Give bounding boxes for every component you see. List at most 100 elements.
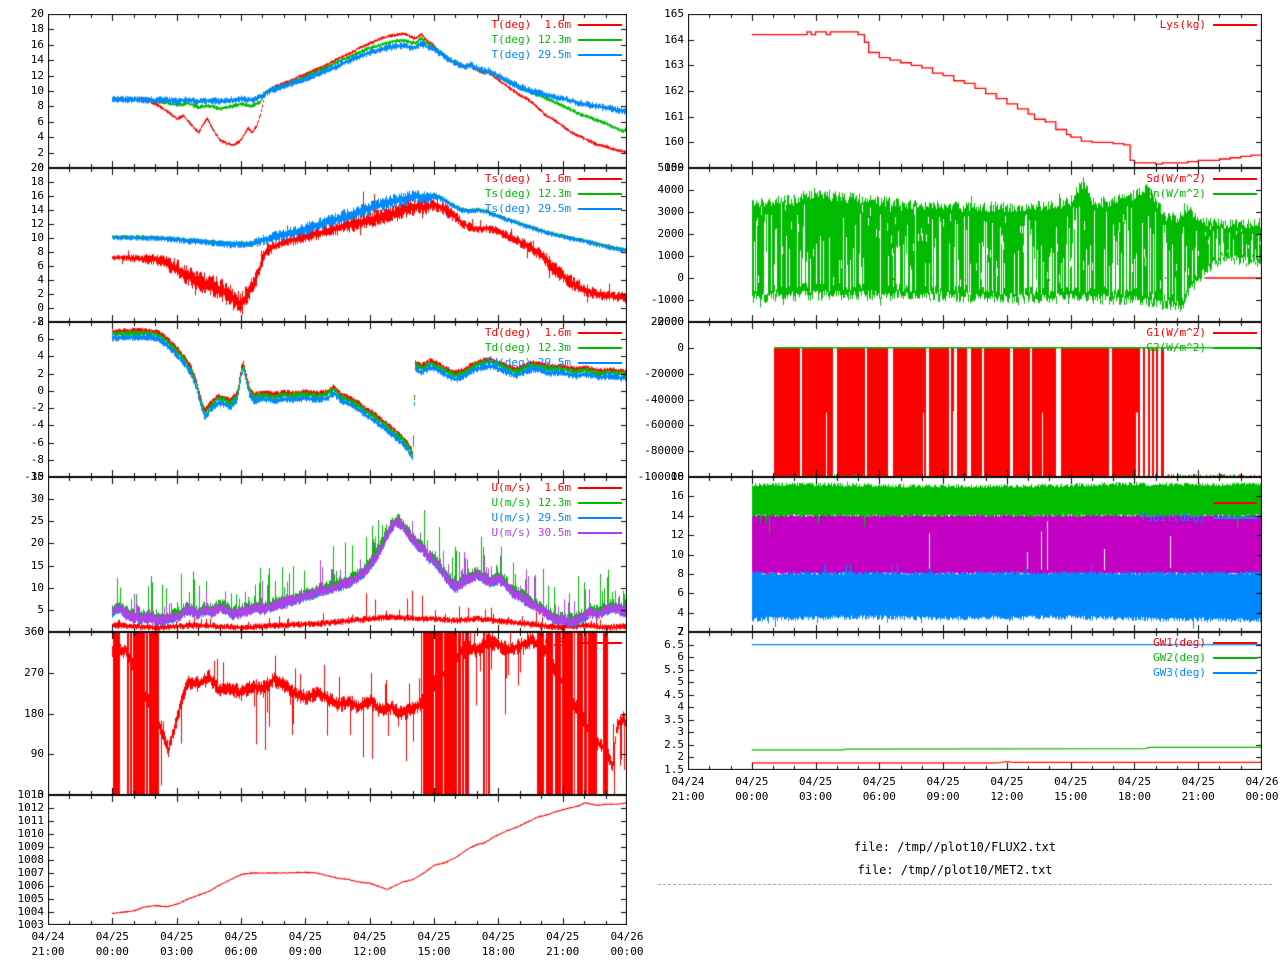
y-tick-label: 4 [677, 605, 684, 619]
legend-entry: U(m/s) 30.5m [492, 525, 622, 540]
legend-entry: G1(W/m^2) [1146, 325, 1257, 340]
y-tick-label: 4000 [657, 183, 685, 196]
legend-entry: U(m/s) 12.3m [492, 495, 622, 510]
dew-point-temperature-legend: Td(deg) 1.6m Td(deg) 12.3m Td(deg) 29.5m [485, 325, 622, 370]
legend-entry: Ts(deg) 29.5m [485, 201, 622, 216]
legend-line-sample [1213, 641, 1257, 644]
wind-speed-canvas [48, 477, 627, 632]
y-tick-label: 161 [664, 109, 684, 123]
y-tick-label: 0 [677, 340, 684, 354]
y-tick-label: 1012 [17, 801, 45, 814]
x-tick-label: 04/24 21:00 [31, 930, 65, 958]
y-tick-label: 0 [677, 271, 684, 284]
y-tick-label: 18 [670, 470, 684, 483]
soil-heat-flux-canvas [688, 322, 1262, 477]
legend-entry: Rn(W/m^2) [1146, 186, 1257, 201]
y-tick-label: 1.5 [664, 763, 684, 776]
x-tick-label: 04/24 21:00 [671, 775, 705, 803]
y-tick-label: 6 [677, 650, 684, 664]
legend-entry: Ts(deg) 1.6m [485, 171, 622, 186]
legend-label: Tsoil(deg) [1139, 511, 1206, 524]
x-tick-label: 04/25 09:00 [288, 930, 322, 958]
x-tick-label: 04/25 18:00 [481, 930, 515, 958]
y-tick-label: -8 [30, 452, 44, 466]
wind-speed-legend: U(m/s) 1.6m U(m/s) 12.3m U(m/s) 29.5m U(m/s… [492, 480, 622, 540]
legend-entry: U(m/s) 29.5m [492, 510, 622, 525]
y-tick-label: 2.5 [664, 737, 684, 751]
legend-line-sample [578, 177, 622, 180]
x-tick-label: 04/25 15:00 [417, 930, 451, 958]
y-tick-label: 5.5 [664, 662, 684, 676]
y-tick-label: 10 [30, 84, 44, 97]
y-tick-label: 90 [30, 747, 44, 761]
legend-label: G1(W/m^2) [1146, 326, 1206, 339]
y-tick-label: 2 [677, 625, 684, 638]
y-tick-label: 160 [664, 135, 684, 149]
y-tick-label: 6.5 [664, 637, 684, 651]
y-tick-label: -40000 [644, 392, 684, 406]
legend-label: T(deg) 1.6m [491, 18, 571, 31]
y-tick-label: 12 [30, 217, 44, 230]
x-axis-labels-right: 04/24 21:00 04/25 00:00 04/25 03:00 04/25 06:00… [671, 774, 1278, 808]
y-tick-label: 14 [30, 53, 44, 67]
y-tick-label: -1000 [650, 293, 684, 306]
legend-entry: Td(deg) 29.5m [485, 355, 622, 370]
y-tick-label: -10 [24, 470, 44, 483]
y-tick-label: 4 [37, 349, 44, 363]
legend-line-sample [1213, 656, 1257, 659]
legend-entry: T(deg) 12.3m [492, 32, 622, 47]
file-annotations: file: /tmp//plot10/FLUX2.txt file: /tmp/… [668, 836, 1242, 882]
legend-label: Sd(W/m^2) [1146, 172, 1206, 185]
y-tick-label: 5 [37, 602, 44, 616]
legend-line-sample [578, 346, 622, 349]
y-tick-label: -4 [30, 418, 44, 432]
legend-line-sample [578, 516, 622, 519]
dashed-separator [658, 884, 1272, 885]
y-tick-label: -2000 [650, 315, 684, 328]
x-tick-label: 04/25 12:00 [353, 930, 387, 958]
x-tick-label: 04/25 03:00 [798, 775, 833, 803]
x-tick-label: 04/26 00:00 [610, 930, 644, 958]
lysimeter-weight-canvas [688, 14, 1262, 168]
legend-label: T(deg) 12.3m [491, 33, 571, 46]
y-tick-label: 165 [664, 7, 684, 20]
legend-entry: GW2(deg) [1153, 650, 1257, 665]
y-tick-label: 16 [30, 37, 44, 51]
y-tick-label: 4 [37, 130, 44, 144]
y-tick-label: 4 [677, 700, 684, 714]
y-tick-label: 0 [37, 301, 44, 314]
legend-line-sample [1213, 331, 1257, 334]
legend-entry: 30.5m [538, 635, 622, 650]
legend-label: Ts(deg) 29.5m [484, 202, 571, 215]
x-tick-label: 04/25 21:00 [1181, 775, 1215, 803]
y-tick-label: 16 [30, 189, 44, 202]
legend-label: Ts(deg) 1.6m [484, 172, 571, 185]
x-tick-label: 04/25 15:00 [1054, 775, 1088, 803]
legend-label: 30.5m [537, 636, 571, 649]
y-tick-label: 0 [37, 383, 44, 397]
legend-label: Ts(deg) 12.3m [484, 187, 571, 200]
y-tick-label: 3.5 [664, 712, 684, 726]
y-tick-label: 1009 [17, 840, 45, 853]
y-tick-label: 0 [37, 161, 44, 174]
y-tick-label: 163 [664, 58, 684, 72]
x-axis-labels-left: 04/24 21:00 04/25 00:00 04/25 03:00 04/25 06:00… [31, 929, 643, 960]
soil-temperature-bands-legend: Tsoil(deg) [1140, 480, 1257, 525]
y-tick-label: 12 [30, 68, 44, 82]
y-tick-label: 4.5 [664, 687, 684, 701]
y-tick-label: 20000 [650, 315, 684, 328]
y-tick-label: -20000 [644, 366, 684, 380]
y-tick-label: 10 [30, 231, 44, 244]
legend-label: G2(W/m^2) [1146, 341, 1206, 354]
legend-line-sample [1213, 671, 1257, 674]
y-tick-label: 7 [677, 625, 684, 638]
legend-entry: GW1(deg) [1153, 635, 1257, 650]
x-tick-label: 04/25 21:00 [546, 930, 580, 958]
plot-wind-speed: 0 5 10 15 20 25 30 35 U(m/s) 1.6m U(m/s) 12.3m U(m… [31, 471, 627, 638]
y-tick-label: 3 [677, 725, 684, 739]
legend-entry: Td(deg) 1.6m [485, 325, 622, 340]
lysimeter-weight-legend: Lys(kg) [1160, 17, 1257, 32]
x-tick-label: 04/25 06:00 [224, 930, 258, 958]
y-tick-label: 6 [37, 259, 44, 272]
